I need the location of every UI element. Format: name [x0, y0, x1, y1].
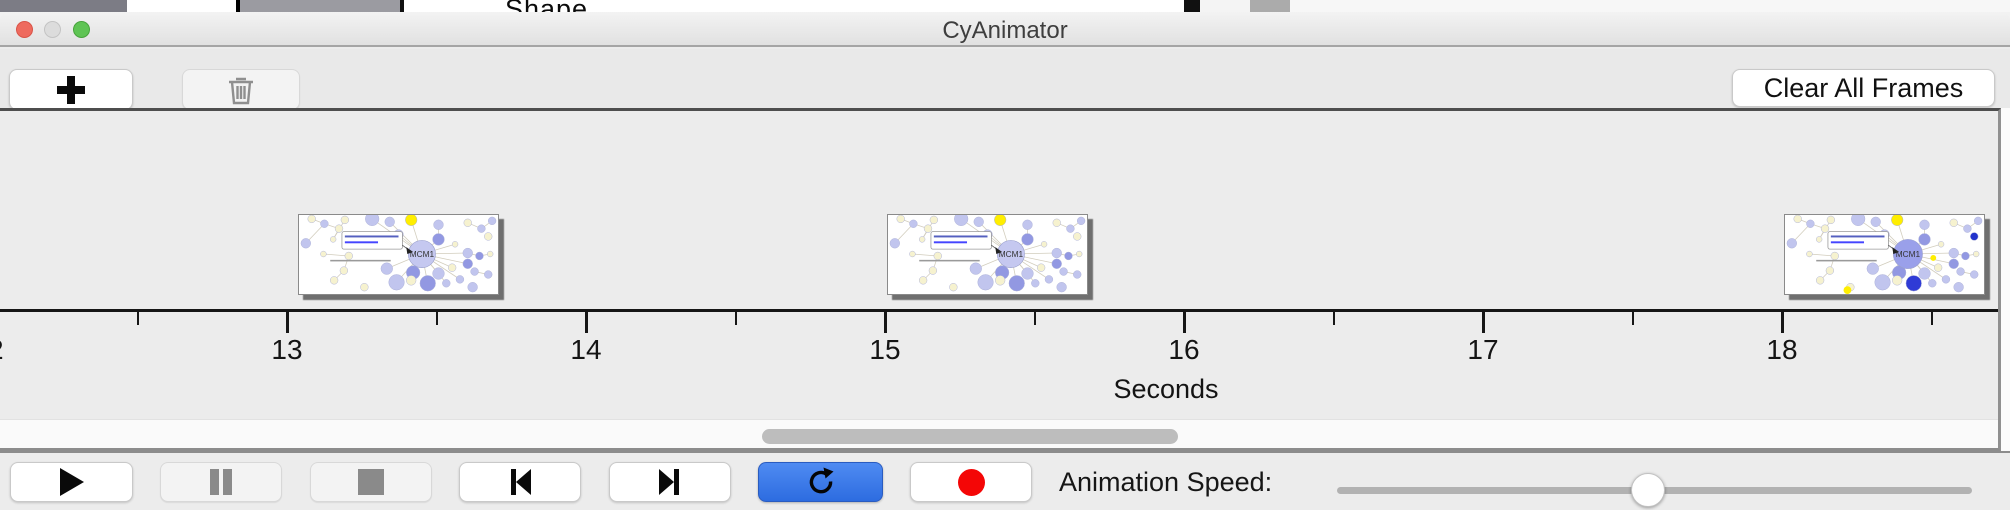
ruler-tick: [883, 312, 887, 333]
ruler-tick-label: 16: [1168, 334, 1200, 365]
background-fragment: [127, 0, 236, 12]
animation-speed-label: Animation Speed:: [1059, 467, 1273, 497]
zoom-window-icon[interactable]: [73, 21, 90, 38]
timeline-panel[interactable]: MCM1 MCM1 MCM1 12 13 14 15 16 17 18 Seconds: [0, 108, 2001, 451]
window-title: CyAnimator: [942, 17, 1068, 44]
panel-right-gap: [2001, 108, 2010, 451]
loop-icon: [809, 467, 833, 494]
delete-frame-button[interactable]: [182, 69, 300, 110]
network-preview: MCM1: [300, 215, 497, 293]
loop-button[interactable]: [758, 462, 883, 502]
background-fragment: [1184, 0, 1200, 12]
network-preview: MCM1: [1786, 215, 1983, 294]
ruler-tick: [1780, 312, 1784, 333]
timeline-ruler: [0, 309, 1998, 312]
network-preview: MCM1: [889, 215, 1086, 293]
background-fragment: [236, 0, 240, 12]
ruler-tick: [1631, 312, 1634, 325]
ruler-tick-label: 12: [0, 334, 4, 366]
background-fragment: [1250, 0, 1290, 12]
ruler-tick-label: 13: [271, 334, 303, 365]
trash-icon: [229, 77, 253, 104]
stop-button[interactable]: [310, 462, 432, 502]
timeline-scrollbar-thumb[interactable]: [762, 429, 1178, 444]
clear-all-frames-button[interactable]: Clear All Frames: [1732, 69, 1995, 107]
pause-icon: [210, 469, 232, 495]
ruler-tick-label: 14: [570, 334, 602, 365]
background-partial-text: Shape: [505, 0, 725, 12]
cyanimator-window: CyAnimator Clear All Frames MCM1 MCM1 MCM1: [0, 12, 2010, 510]
ruler-tick: [1033, 312, 1036, 325]
ruler-tick-label: 17: [1467, 334, 1499, 365]
ruler-tick: [285, 312, 289, 333]
close-window-icon[interactable]: [16, 21, 33, 38]
keyframe-thumbnail[interactable]: MCM1: [1784, 214, 1985, 295]
pause-button[interactable]: [160, 462, 282, 502]
ruler-tick-label: 15: [869, 334, 901, 365]
play-button[interactable]: [10, 462, 133, 502]
ruler-tick: [136, 312, 139, 325]
axis-label: Seconds: [1113, 374, 1219, 404]
ruler-tick: [1332, 312, 1335, 325]
background-fragment: [400, 0, 404, 12]
background-fragment: [0, 0, 127, 12]
background-fragment: [404, 0, 1184, 12]
skip-to-start-button[interactable]: [459, 462, 581, 502]
add-frame-button[interactable]: [9, 69, 133, 110]
ruler-tick: [734, 312, 737, 325]
keyframe-thumbnail[interactable]: MCM1: [298, 214, 499, 295]
skip-to-end-button[interactable]: [609, 462, 731, 502]
ruler-tick: [1182, 312, 1186, 333]
background-fragment: [1290, 0, 2010, 12]
background-window-sliver: Shape: [0, 0, 2010, 12]
plus-icon: [57, 75, 85, 104]
ruler-tick: [584, 312, 588, 333]
title-bar: CyAnimator: [0, 12, 2010, 47]
animation-speed-slider-knob[interactable]: [1631, 473, 1665, 507]
stop-icon: [358, 469, 384, 495]
play-icon: [59, 468, 84, 496]
transport-bar: Animation Speed:: [0, 451, 2010, 510]
timeline-scrollbar-track[interactable]: [0, 419, 1998, 448]
svg-text:MCM1: MCM1: [999, 249, 1024, 259]
svg-text:MCM1: MCM1: [1896, 249, 1921, 259]
keyframe-thumbnail[interactable]: MCM1: [887, 214, 1088, 295]
ruler-tick: [435, 312, 438, 325]
record-icon: [957, 468, 985, 496]
ruler-tick: [1930, 312, 1933, 325]
skip-to-end-icon: [659, 469, 679, 495]
skip-to-start-icon: [511, 469, 531, 495]
background-fragment: [240, 0, 400, 12]
svg-text:MCM1: MCM1: [410, 249, 435, 259]
ruler-tick-label: 18: [1766, 334, 1798, 365]
minimize-window-icon[interactable]: [44, 21, 61, 38]
record-button[interactable]: [910, 462, 1032, 502]
ruler-tick: [1481, 312, 1485, 333]
